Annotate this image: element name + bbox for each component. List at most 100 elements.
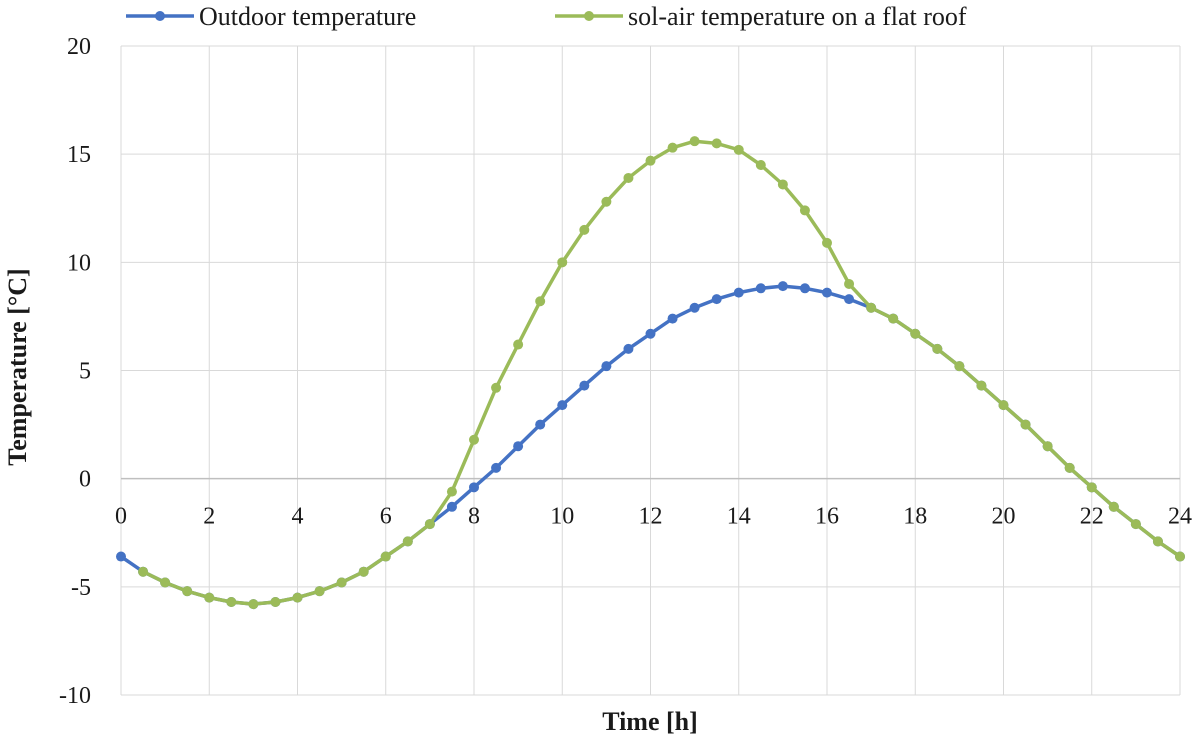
y-tick-label--10: -10	[59, 683, 91, 709]
data-point-sol-air-temperature-on-a-flat-roof-47	[1152, 536, 1163, 547]
x-tick-label-10: 10	[550, 504, 574, 530]
x-tick-label-18: 18	[903, 504, 927, 530]
data-point-sol-air-temperature-on-a-flat-roof-16	[469, 434, 479, 445]
y-tick-label-15: 15	[67, 142, 91, 168]
data-point-sol-air-temperature-on-a-flat-roof-36	[910, 328, 921, 339]
series-line-sol-air-temperature-on-a-flat-roof	[141, 139, 1182, 606]
data-point-sol-air-temperature-on-a-flat-roof-33	[844, 278, 855, 289]
data-point-sol-air-temperature-on-a-flat-roof-41	[1020, 419, 1031, 430]
data-point-outdoor-temperature-19	[535, 419, 546, 430]
data-point-sol-air-temperature-on-a-flat-roof-11	[358, 566, 369, 577]
x-tick-label-16: 16	[815, 504, 839, 530]
data-point-sol-air-temperature-on-a-flat-roof-30	[777, 179, 788, 190]
data-point-outdoor-temperature-31	[799, 283, 810, 294]
y-axis-title: Temperature [°C]	[3, 268, 32, 465]
data-point-sol-air-temperature-on-a-flat-roof-3	[182, 586, 193, 597]
grid	[120, 45, 1181, 696]
data-point-sol-air-temperature-on-a-flat-roof-35	[888, 313, 899, 324]
data-point-outdoor-temperature-23	[623, 343, 634, 354]
y-tick-label-5: 5	[79, 359, 91, 385]
x-axis-title: Time [h]	[602, 707, 698, 736]
x-tick-label-6: 6	[380, 504, 392, 530]
legend: Outdoor temperature sol-air temperature …	[126, 2, 967, 31]
data-point-sol-air-temperature-on-a-flat-roof-22	[601, 196, 612, 207]
data-point-sol-air-temperature-on-a-flat-roof-25	[667, 142, 678, 153]
data-point-sol-air-temperature-on-a-flat-roof-10	[336, 577, 347, 588]
x-tick-label-20: 20	[992, 504, 1016, 530]
data-point-sol-air-temperature-on-a-flat-roof-40	[998, 400, 1009, 411]
data-point-sol-air-temperature-on-a-flat-roof-6	[248, 599, 259, 610]
data-point-outdoor-temperature-0	[116, 551, 126, 562]
data-point-sol-air-temperature-on-a-flat-roof-39	[976, 380, 987, 391]
data-point-outdoor-temperature-28	[733, 287, 744, 298]
data-point-sol-air-temperature-on-a-flat-roof-5	[226, 596, 237, 607]
data-point-outdoor-temperature-29	[755, 283, 766, 294]
data-point-sol-air-temperature-on-a-flat-roof-42	[1042, 441, 1053, 452]
data-point-sol-air-temperature-on-a-flat-roof-29	[755, 159, 766, 170]
y-tick-label--5: -5	[71, 575, 91, 601]
data-point-sol-air-temperature-on-a-flat-roof-27	[711, 138, 722, 149]
data-point-outdoor-temperature-27	[711, 294, 722, 305]
data-point-sol-air-temperature-on-a-flat-roof-21	[579, 224, 590, 235]
data-point-sol-air-temperature-on-a-flat-roof-24	[645, 155, 656, 166]
data-point-outdoor-temperature-33	[844, 294, 855, 305]
x-tick-label-14: 14	[727, 504, 751, 530]
data-point-sol-air-temperature-on-a-flat-roof-23	[623, 172, 634, 183]
data-point-sol-air-temperature-on-a-flat-roof-45	[1108, 501, 1119, 512]
data-point-sol-air-temperature-on-a-flat-roof-44	[1086, 482, 1097, 493]
data-point-sol-air-temperature-on-a-flat-roof-26	[689, 136, 700, 147]
data-point-outdoor-temperature-24	[645, 328, 656, 339]
data-point-outdoor-temperature-26	[689, 302, 700, 313]
data-point-sol-air-temperature-on-a-flat-roof-31	[799, 205, 810, 216]
data-point-sol-air-temperature-on-a-flat-roof-46	[1130, 519, 1141, 530]
data-point-sol-air-temperature-on-a-flat-roof-1	[138, 566, 149, 577]
series-layer	[116, 136, 1185, 610]
legend-marker-outdoor	[155, 11, 165, 21]
data-point-sol-air-temperature-on-a-flat-roof-18	[513, 339, 524, 350]
x-tick-label-0: 0	[115, 504, 127, 530]
data-point-sol-air-temperature-on-a-flat-roof-28	[733, 144, 744, 155]
data-point-sol-air-temperature-on-a-flat-roof-48	[1175, 551, 1185, 562]
data-point-sol-air-temperature-on-a-flat-roof-34	[866, 302, 877, 313]
data-point-outdoor-temperature-18	[513, 441, 524, 452]
data-point-outdoor-temperature-21	[579, 380, 590, 391]
y-tick-label-20: 20	[67, 34, 91, 60]
data-point-outdoor-temperature-15	[446, 501, 457, 512]
legend-label-sol-air: sol-air temperature on a flat roof	[628, 2, 967, 31]
x-tick-label-22: 22	[1080, 504, 1104, 530]
data-point-sol-air-temperature-on-a-flat-roof-15	[446, 486, 457, 497]
x-tick-labels: 0 2 4 6 8 10 12 14 16 18 20 22 24	[115, 504, 1192, 530]
data-point-sol-air-temperature-on-a-flat-roof-7	[270, 596, 281, 607]
x-tick-label-4: 4	[292, 504, 304, 530]
data-point-sol-air-temperature-on-a-flat-roof-14	[424, 519, 435, 530]
data-point-sol-air-temperature-on-a-flat-roof-17	[491, 382, 502, 393]
data-point-outdoor-temperature-17	[491, 462, 502, 473]
series-sol-air-temperature-on-a-flat-roof	[138, 136, 1185, 610]
data-point-outdoor-temperature-16	[469, 482, 479, 493]
data-point-sol-air-temperature-on-a-flat-roof-4	[204, 592, 215, 603]
legend-marker-sol-air	[584, 11, 594, 21]
x-tick-label-24: 24	[1168, 504, 1192, 530]
x-tick-label-8: 8	[468, 504, 480, 530]
y-tick-labels: 20 15 10 5 0 -5 -10	[59, 34, 91, 709]
data-point-sol-air-temperature-on-a-flat-roof-37	[932, 343, 943, 354]
legend-label-outdoor: Outdoor temperature	[199, 2, 416, 31]
data-point-sol-air-temperature-on-a-flat-roof-43	[1064, 462, 1075, 473]
y-tick-label-0: 0	[79, 467, 91, 493]
data-point-outdoor-temperature-32	[822, 287, 832, 298]
data-point-outdoor-temperature-25	[667, 313, 678, 324]
x-tick-label-12: 12	[639, 504, 663, 530]
data-point-sol-air-temperature-on-a-flat-roof-19	[535, 296, 546, 307]
data-point-outdoor-temperature-20	[557, 400, 568, 411]
data-point-sol-air-temperature-on-a-flat-roof-8	[292, 592, 303, 603]
data-point-outdoor-temperature-22	[601, 361, 612, 372]
data-point-sol-air-temperature-on-a-flat-roof-20	[557, 257, 568, 268]
data-point-sol-air-temperature-on-a-flat-roof-32	[822, 237, 832, 248]
data-point-sol-air-temperature-on-a-flat-roof-9	[314, 586, 325, 597]
data-point-sol-air-temperature-on-a-flat-roof-13	[402, 536, 413, 547]
data-point-sol-air-temperature-on-a-flat-roof-12	[380, 551, 391, 562]
x-tick-label-2: 2	[203, 504, 215, 530]
data-point-sol-air-temperature-on-a-flat-roof-2	[160, 577, 171, 588]
data-point-outdoor-temperature-30	[777, 281, 788, 292]
